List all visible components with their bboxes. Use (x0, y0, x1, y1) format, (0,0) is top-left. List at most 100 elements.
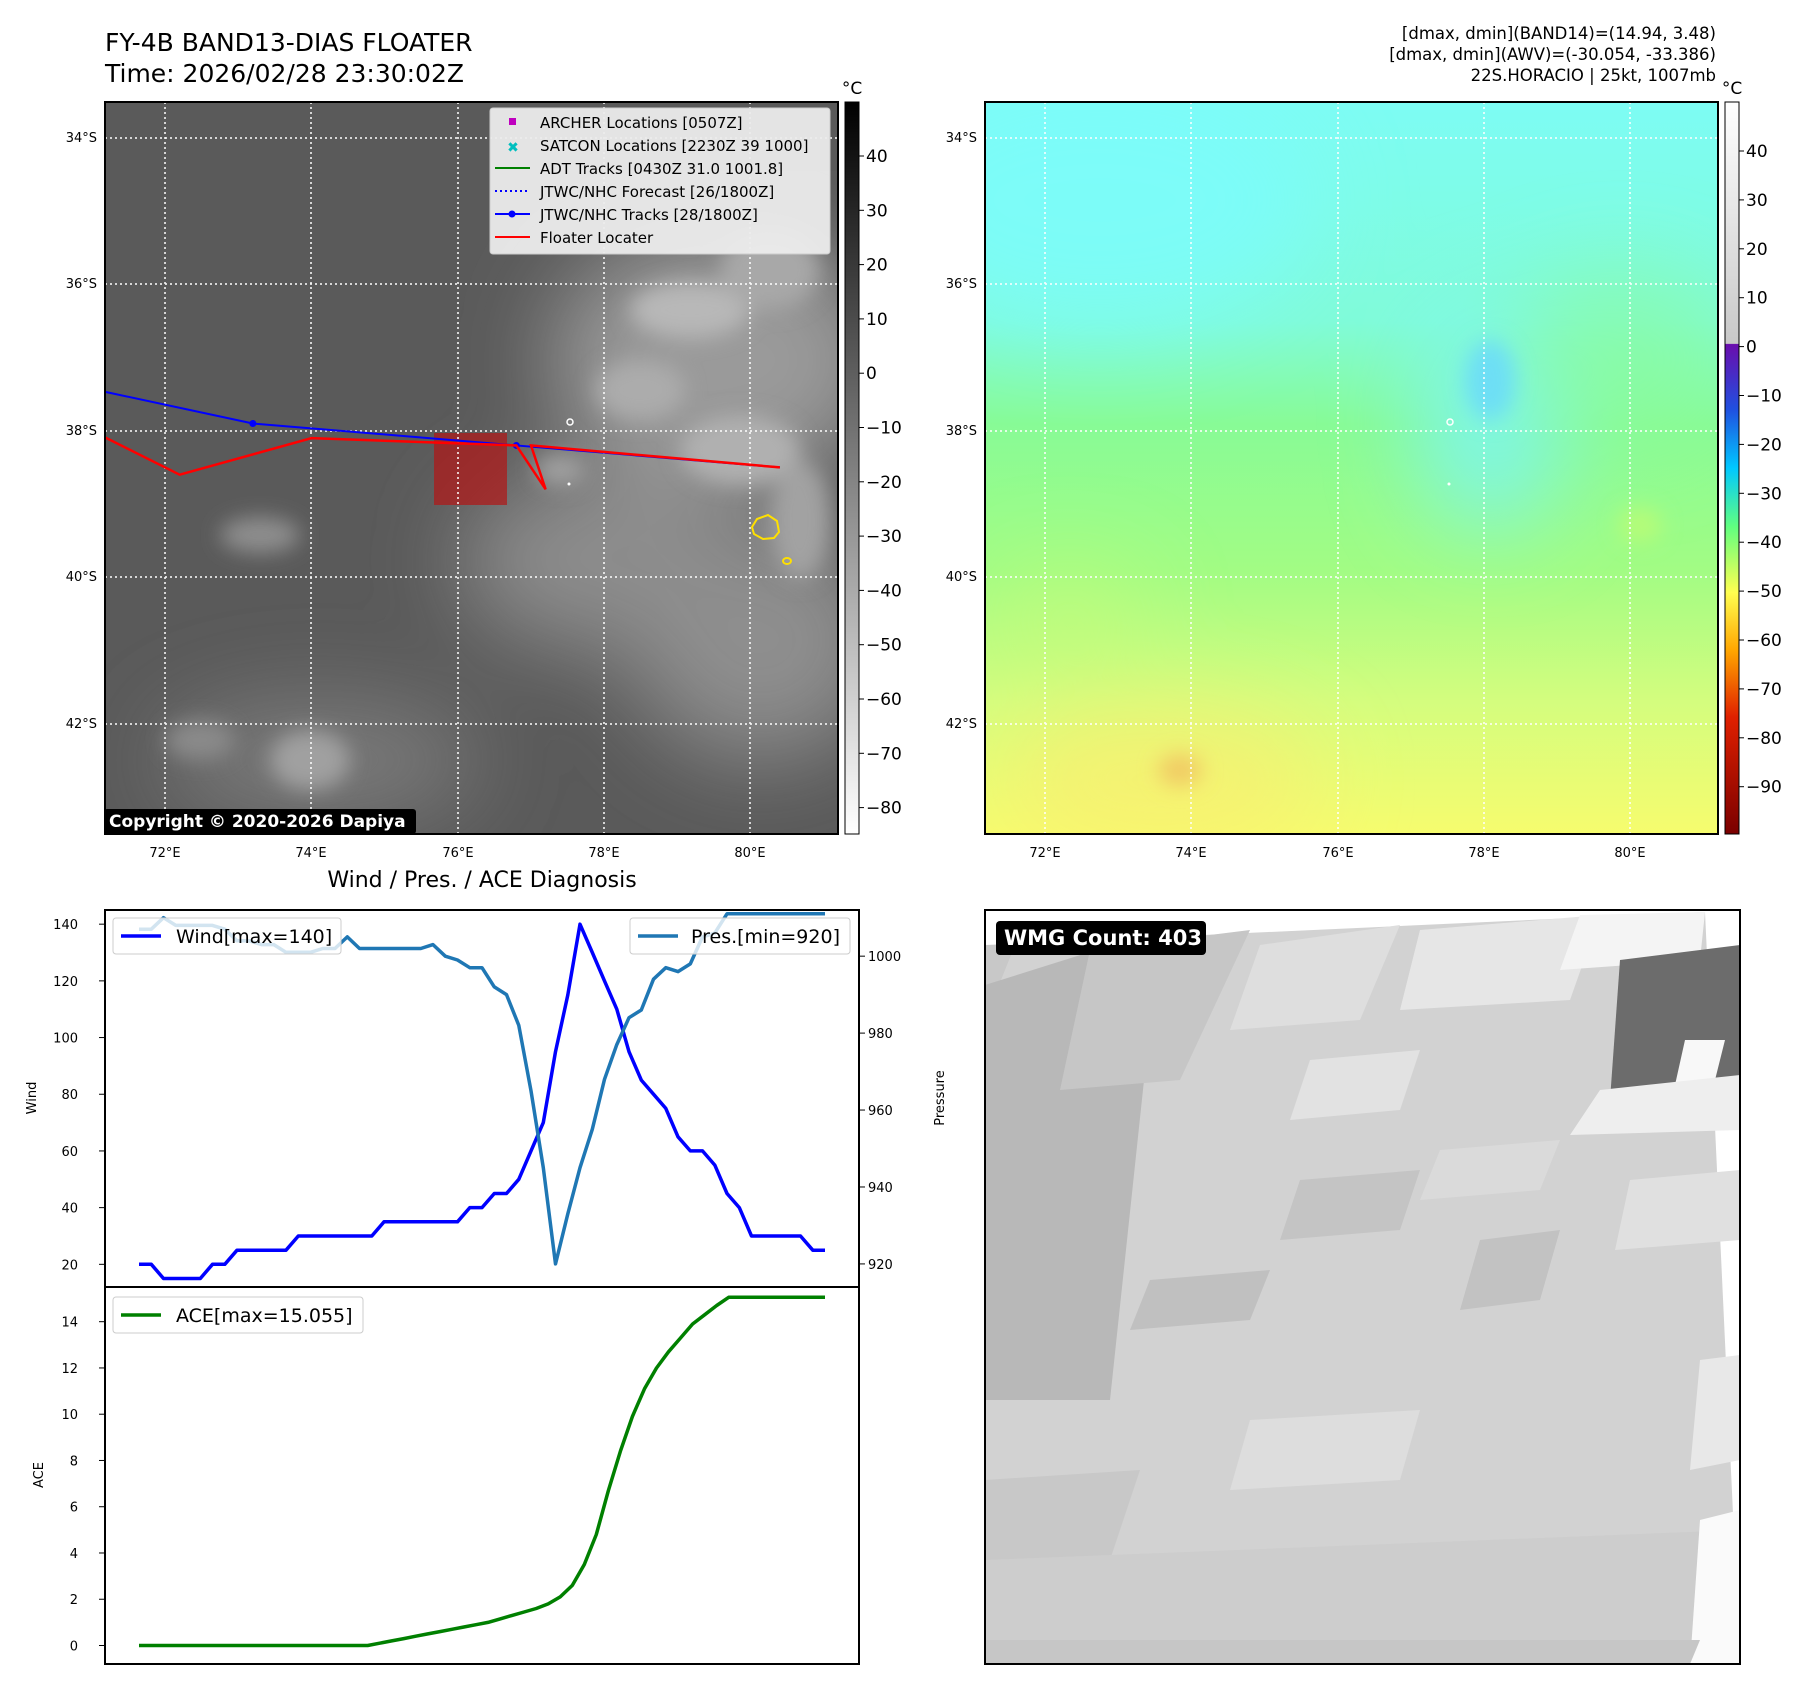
awv-colorbar (1724, 101, 1740, 835)
awv-map-panel: 34°S 36°S 38°S 40°S 42°S 72°E 74°E 76°E 78°E 80°… (946, 79, 1782, 861)
copyright-text: Copyright © 2020-2026 Dapiya (109, 812, 406, 832)
awv-colorbar-tick-label: 20 (1746, 240, 1768, 260)
contour-marker (566, 418, 574, 426)
ace-legend: ACE[max=15.055] (112, 1296, 364, 1334)
wmg-count-badge (996, 921, 1206, 955)
lon-label: 76°E (1322, 846, 1353, 861)
gray-colorbar-tick-label: −70 (866, 744, 902, 764)
ace-axis-label: ACE (32, 1462, 47, 1488)
lat-label: 36°S (66, 277, 97, 292)
info-line-awv: [dmax, dmin](AWV)=(-30.054, -33.386) (1389, 45, 1716, 64)
wind-axis-label: Wind (25, 1082, 40, 1115)
lat-label: 40°S (66, 570, 97, 585)
archer-marker-icon (509, 118, 516, 125)
ace-tick-label: 8 (70, 1454, 78, 1469)
gray-colorbar-tick-label: −50 (866, 636, 902, 656)
awv-colorbar-tick-label: 0 (1746, 338, 1757, 358)
wind-tick-label: 80 (61, 1088, 78, 1103)
awv-colorbar-tick-label: −10 (1746, 387, 1782, 407)
ace-tick-label: 2 (70, 1593, 78, 1608)
info-line-band14: [dmax, dmin](BAND14)=(14.94, 3.48) (1402, 24, 1716, 43)
jtwc-track-point (249, 419, 257, 427)
wind-tick-label: 100 (53, 1032, 78, 1047)
lon-label: 76°E (442, 846, 473, 861)
lat-label: 38°S (66, 424, 97, 439)
lon-label: 80°E (1614, 846, 1645, 861)
wind-tick-label: 140 (53, 918, 78, 933)
satcon-marker-icon: ✖ (507, 140, 519, 156)
lat-label: 42°S (66, 717, 97, 732)
gray-colorbar-tick-label: −80 (866, 799, 902, 819)
legend-floater: Floater Locater (540, 229, 654, 247)
lat-label: 36°S (946, 277, 977, 292)
awv-moisture-field (985, 102, 1718, 834)
ace-series-line (139, 1295, 825, 1648)
lat-label: 34°S (66, 131, 97, 146)
wind-tick-label: 20 (61, 1258, 78, 1273)
wind-pressure-chart: Wind / Pres. / ACE Diagnosis Wind Pressu… (25, 868, 948, 1288)
ace-tick-label: 10 (61, 1408, 78, 1423)
awv-colorbar-tick-label: 40 (1746, 142, 1768, 162)
wmg-panel: WMG Count: 403 (984, 909, 1741, 1665)
gray-colorbar (844, 101, 860, 835)
ace-chart: ACE 0 2 4 6 8 10 12 14 ACE[max=15.055] (32, 1286, 860, 1665)
lon-label: 78°E (588, 846, 619, 861)
gray-colorbar-tick-label: −20 (866, 473, 902, 493)
legend-archer: ARCHER Locations [0507Z] (540, 114, 743, 132)
contour-marker (1447, 482, 1451, 486)
awv-colorbar-tick-label: −70 (1746, 680, 1782, 700)
legend-forecast: JTWC/NHC Forecast [26/1800Z] (539, 183, 774, 201)
lon-label: 74°E (1175, 846, 1206, 861)
contour-marker (567, 482, 571, 486)
lon-label: 72°E (149, 846, 180, 861)
pressure-tick-label: 920 (868, 1258, 893, 1273)
figure-title: FY-4B BAND13-DIAS FLOATER (105, 28, 473, 57)
ace-tick-label: 0 (70, 1639, 78, 1654)
gray-colorbar-tick-label: −40 (866, 581, 902, 601)
track-dot-icon (508, 210, 516, 218)
cold-cloud-contour (750, 513, 781, 541)
pressure-tick-label: 980 (868, 1027, 893, 1042)
figure-time: Time: 2026/02/28 23:30:02Z (104, 59, 464, 88)
pressure-legend-label: Pres.[min=920] (691, 926, 840, 948)
map-legend: ARCHER Locations [0507Z] ✖ SATCON Locati… (489, 107, 831, 255)
contour-marker (1446, 418, 1454, 426)
pressure-tick-label: 960 (868, 1104, 893, 1119)
cloud-field (105, 102, 838, 834)
awv-colorbar-tick-label: −90 (1746, 778, 1782, 798)
gray-colorbar-unit: °C (842, 79, 862, 99)
wind-tick-label: 60 (61, 1145, 78, 1160)
awv-colorbar-tick-label: −60 (1746, 631, 1782, 651)
pressure-legend: Pres.[min=920] (629, 917, 851, 955)
wind-legend-label: Wind[max=140] (176, 926, 332, 948)
lon-label: 72°E (1029, 846, 1060, 861)
awv-colorbar-tick-label: −20 (1746, 435, 1782, 455)
lon-label: 80°E (734, 846, 765, 861)
awv-colorbar-tick-label: 30 (1746, 191, 1768, 211)
ace-tick-label: 4 (70, 1547, 78, 1562)
awv-colorbar-tick-label: 10 (1746, 289, 1768, 309)
gray-colorbar-tick-label: 0 (866, 364, 877, 384)
ace-tick-label: 6 (70, 1501, 78, 1516)
wind-tick-label: 120 (53, 975, 78, 990)
ace-legend-label: ACE[max=15.055] (176, 1305, 353, 1327)
gray-colorbar-tick-label: 20 (866, 256, 888, 276)
gray-colorbar-tick-label: 10 (866, 310, 888, 330)
diagnosis-title: Wind / Pres. / ACE Diagnosis (327, 868, 636, 893)
pressure-axis-label: Pressure (933, 1070, 948, 1126)
awv-colorbar-unit: °C (1722, 79, 1742, 99)
gray-colorbar-tick-label: 40 (866, 147, 888, 167)
lat-label: 42°S (946, 717, 977, 732)
cold-cloud-contour (782, 557, 792, 565)
wind-tick-label: 40 (61, 1202, 78, 1217)
lon-label: 78°E (1468, 846, 1499, 861)
lat-label: 40°S (946, 570, 977, 585)
pressure-tick-label: 940 (868, 1181, 893, 1196)
awv-colorbar-tick-label: −50 (1746, 582, 1782, 602)
wind-series-line (139, 922, 825, 1281)
wmg-pixel-field (985, 912, 1740, 1664)
map-gridlines (985, 102, 1718, 834)
ace-tick-label: 14 (61, 1316, 78, 1331)
wind-legend: Wind[max=140] (112, 917, 342, 955)
